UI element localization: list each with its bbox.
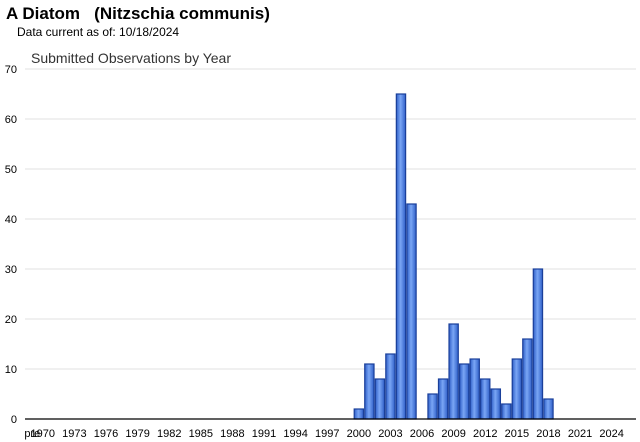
page-title: A Diatom (Nitzschia communis) — [6, 4, 270, 23]
bar-2011 — [469, 358, 480, 420]
x-tick-label: 2003 — [378, 428, 402, 440]
x-tick-label: 1988 — [220, 428, 244, 440]
x-tick-label: 2018 — [536, 428, 560, 440]
x-tick-label: 2021 — [568, 428, 592, 440]
bar-2015 — [511, 358, 523, 420]
bar-2000 — [353, 408, 365, 420]
bar-2010 — [458, 363, 470, 420]
bar-2004 — [395, 93, 407, 420]
x-tick-label: 1997 — [315, 428, 339, 440]
x-tick-label: 1970 — [31, 428, 55, 440]
y-tick-label: 20 — [5, 314, 17, 326]
x-tick-label: 1982 — [157, 428, 181, 440]
bar-2018 — [543, 398, 554, 420]
x-tick-label: pre — [24, 428, 40, 440]
x-tick-label: 2024 — [599, 428, 623, 440]
bar-2002 — [374, 378, 386, 420]
bar-2001 — [364, 363, 375, 420]
y-tick-label: 40 — [5, 214, 17, 226]
chart-title: Submitted Observations by Year — [31, 50, 232, 66]
bar-2008 — [437, 378, 449, 420]
x-tick-label: 1991 — [252, 428, 276, 440]
data-current-note: Data current as of: 10/18/2024 — [17, 25, 180, 39]
bar-2009 — [448, 323, 459, 420]
x-tick-label: 1979 — [125, 428, 149, 440]
y-tick-label: 60 — [5, 114, 17, 126]
y-tick-label: 30 — [5, 264, 17, 276]
bar-2017 — [532, 268, 544, 420]
x-tick-label: 2000 — [347, 428, 371, 440]
x-tick-label: 1985 — [189, 428, 213, 440]
bar-2005 — [406, 203, 417, 420]
bars — [353, 93, 554, 420]
x-tick-label: 2009 — [441, 428, 465, 440]
y-tick-label: 10 — [5, 364, 17, 376]
y-tick-labels: 0 10 20 30 40 50 60 70 — [5, 64, 17, 426]
y-tick-label: 50 — [5, 164, 17, 176]
bar-2003 — [385, 353, 396, 420]
bar-2007 — [427, 393, 438, 420]
x-tick-label: 1973 — [62, 428, 86, 440]
bar-2013 — [490, 388, 502, 420]
bar-2012 — [480, 378, 491, 420]
bar-2014 — [501, 403, 512, 420]
grid-lines — [25, 68, 636, 370]
x-tick-label: 2012 — [473, 428, 497, 440]
x-tick-label: 1994 — [283, 428, 307, 440]
bar-2016 — [522, 338, 533, 420]
y-tick-label: 0 — [11, 414, 17, 426]
x-tick-label: 2015 — [505, 428, 529, 440]
x-tick-label: 2006 — [410, 428, 434, 440]
y-tick-label: 70 — [5, 64, 17, 76]
x-tick-label: 1976 — [94, 428, 118, 440]
